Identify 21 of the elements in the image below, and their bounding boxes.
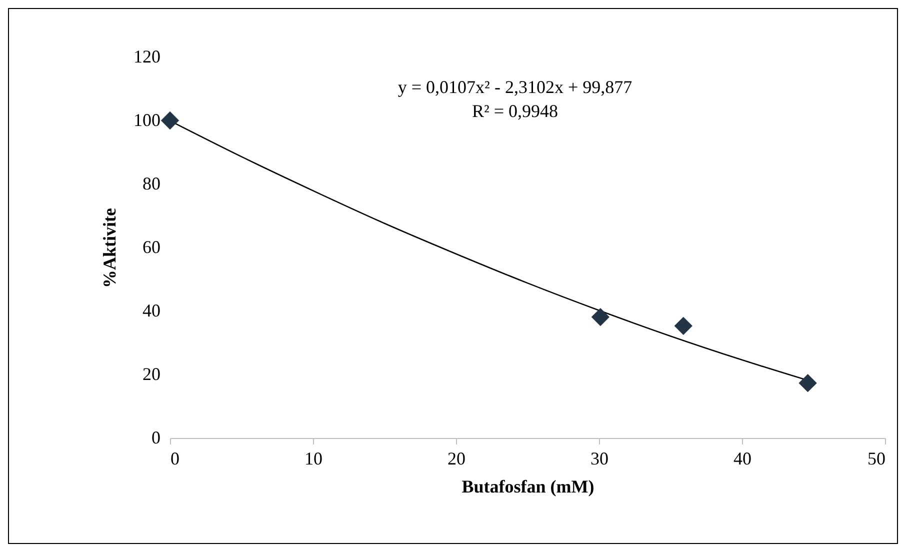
y-tick-label: 60 [142, 237, 160, 257]
point [674, 316, 692, 336]
x-tick-label: 50 [868, 448, 886, 468]
annotation: R² = 0,9948 [472, 101, 558, 121]
y-tick-label: 40 [142, 300, 160, 320]
x-tick-label: 0 [170, 448, 180, 468]
annotation: y = 0,0107x² - 2,3102x + 99,877 [398, 77, 632, 97]
point [160, 111, 180, 130]
x-axis-title: Butafosfan (mM) [462, 476, 594, 496]
x-tick-label: 40 [734, 448, 752, 468]
x-tick-label: 10 [304, 448, 322, 468]
x-tick-label: 30 [590, 448, 608, 468]
y-tick-label: 80 [142, 174, 160, 194]
y-tick-label: 120 [134, 46, 160, 66]
point [591, 308, 610, 326]
y-tick-label: 20 [142, 364, 160, 384]
y-tick-label: 100 [134, 110, 160, 130]
y-axis-title: %Aktivite [100, 208, 120, 288]
x-tick-label: 20 [448, 448, 466, 468]
y-tick-label: 0 [152, 428, 160, 448]
point [798, 374, 817, 392]
